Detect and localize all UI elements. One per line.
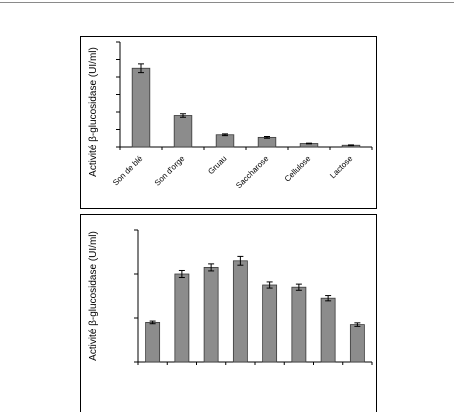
- chart-1-error-bar: [138, 63, 144, 74]
- chart-2-error-bar: [325, 295, 332, 302]
- chart-1-bar: [215, 134, 235, 148]
- chart-2-bar: [262, 284, 278, 363]
- chart-1-category-label: Son de blé: [111, 154, 145, 188]
- chart-1-error-bar: [348, 144, 354, 147]
- chart-2-error-bar: [266, 281, 273, 289]
- chart-1-bar: [257, 136, 277, 148]
- chart-2-error-bar: [295, 283, 302, 291]
- chart-2-bar: [320, 297, 336, 363]
- chart-2-y-axis-label: Activité β-glucosidase (UI/ml): [88, 231, 99, 361]
- chart-1-category-label: Lactose: [328, 154, 355, 181]
- chart-1-error-bar: [264, 136, 270, 139]
- chart-2-bar: [232, 260, 248, 363]
- chart-1: Activité β-glucosidase (UI/ml) Son de bl…: [80, 36, 377, 209]
- chart-2-error-bar: [208, 263, 215, 272]
- chart-2: Activité β-glucosidase (UI/ml): [80, 214, 377, 412]
- chart-1-error-bar: [222, 133, 228, 137]
- chart-1-category-label: Son d'orge: [153, 154, 187, 188]
- chart-2-bar: [349, 324, 365, 363]
- chart-2-error-bar: [237, 255, 244, 266]
- chart-1-y-axis-label: Activité β-glucosidase (UI/ml): [88, 47, 99, 177]
- chart-1-frame: [80, 36, 377, 209]
- chart-2-bar: [291, 286, 307, 363]
- chart-1-error-bar: [180, 113, 186, 118]
- chart-1-bar: [173, 115, 193, 148]
- chart-1-category-label: Cellulose: [283, 154, 313, 184]
- chart-2-bars: [145, 255, 365, 363]
- page-top-rule: [0, 2, 454, 3]
- chart-2-error-bar: [149, 320, 156, 325]
- chart-2-error-bar: [354, 322, 361, 327]
- chart-2-bar: [145, 321, 161, 363]
- chart-1-category-labels: Son de blé Son d'orge Gruau Saccharose Cellu…: [111, 154, 355, 191]
- chart-1-category-label: Saccharose: [234, 154, 271, 191]
- chart-1-error-bar: [306, 142, 312, 145]
- chart-2-bar: [203, 266, 219, 363]
- chart-2-bar: [174, 273, 190, 363]
- chart-1-category-label: Gruau: [206, 154, 228, 176]
- chart-2-axes: [134, 229, 373, 365]
- chart-1-axes: [116, 41, 373, 150]
- chart-1-bar: [131, 67, 151, 148]
- chart-1-bars: [131, 63, 361, 148]
- chart-2-error-bar: [178, 269, 185, 279]
